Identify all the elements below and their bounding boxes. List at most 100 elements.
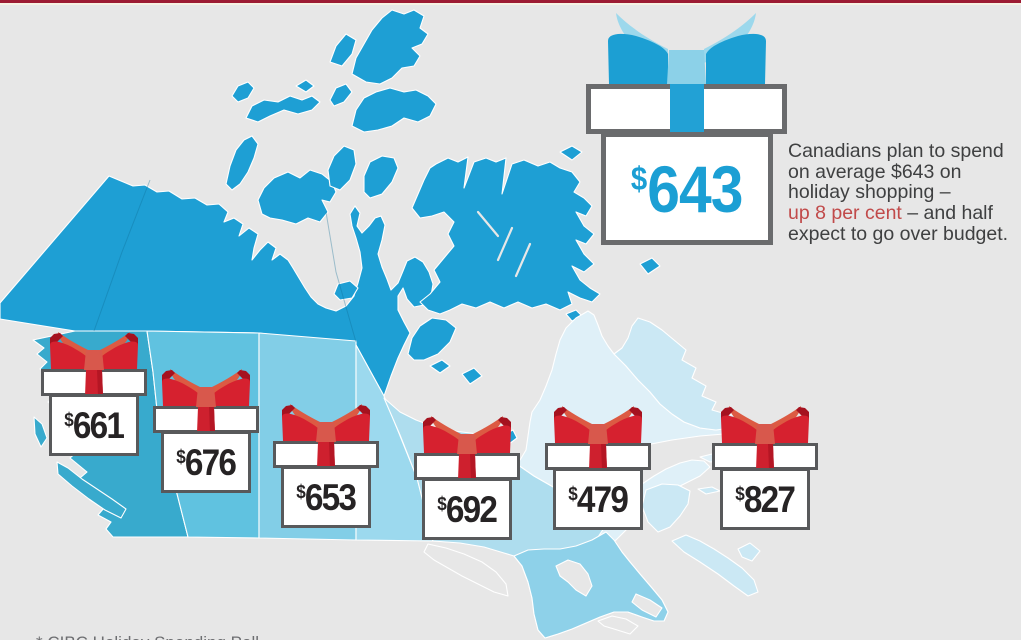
red-bow-icon bbox=[554, 406, 642, 470]
gift-value-panel: $653 bbox=[281, 466, 371, 528]
bow-wing-left bbox=[50, 341, 88, 369]
bow-wing-right bbox=[473, 425, 511, 453]
gift-value-panel: $661 bbox=[49, 394, 139, 456]
gift-box-ontario: $692 bbox=[414, 414, 520, 542]
bow-knot bbox=[755, 424, 775, 444]
bow-wing-left bbox=[282, 413, 320, 441]
map-island-coats bbox=[429, 359, 451, 374]
map-island-axel-heiberg bbox=[329, 33, 357, 67]
bow-knot bbox=[196, 387, 216, 407]
red-bow-icon bbox=[282, 404, 370, 468]
bow-knot bbox=[667, 50, 706, 84]
gift-value-panel: $827 bbox=[720, 468, 810, 530]
red-bow-icon bbox=[721, 406, 809, 470]
bow-wing-right bbox=[771, 415, 809, 443]
national-average-amount: $643 bbox=[631, 151, 744, 226]
map-island-melville bbox=[245, 95, 321, 123]
map-island-vancouver bbox=[56, 461, 127, 519]
bow-wing-left bbox=[162, 378, 200, 406]
map-island-somerset bbox=[363, 155, 399, 199]
region-amount: $676 bbox=[176, 441, 238, 483]
map-island-king-william bbox=[333, 280, 359, 301]
callout-line: Canadians plan to spend bbox=[788, 140, 1004, 162]
bow-knot bbox=[457, 434, 477, 454]
national-average-gift: $643 bbox=[586, 11, 787, 245]
gift-box-alberta: $676 bbox=[153, 367, 259, 495]
map-border-yt-nwt bbox=[93, 179, 151, 332]
gift-box-atlantic: $827 bbox=[712, 404, 818, 532]
fjord-line bbox=[476, 210, 500, 238]
fjord-line bbox=[514, 242, 532, 278]
top-accent-bar-edge bbox=[0, 3, 1021, 5]
map-lake-erie bbox=[597, 615, 639, 635]
map-island-banks bbox=[225, 135, 259, 191]
bow-ribbon-shade bbox=[209, 407, 215, 433]
bow-wing-left bbox=[423, 425, 461, 453]
fjord-line bbox=[496, 226, 514, 262]
map-territory-borders bbox=[93, 179, 357, 343]
gift-box-british-columbia: $661 bbox=[41, 330, 147, 458]
bow-wing-left bbox=[608, 33, 668, 84]
map-fjords bbox=[476, 210, 532, 278]
map-island-prince-patrick bbox=[231, 81, 255, 103]
bow-ribbon-shade bbox=[601, 444, 607, 470]
map-island-bylot bbox=[559, 145, 583, 161]
blue-bow-icon bbox=[608, 13, 766, 134]
bow-ribbon-shade bbox=[470, 454, 476, 480]
bow-wing-right bbox=[706, 33, 766, 84]
gift-value-panel: $643 bbox=[601, 132, 773, 245]
region-amount: $827 bbox=[735, 478, 797, 520]
map-island-resolution bbox=[639, 257, 661, 275]
map-arctic-islands bbox=[225, 9, 661, 445]
callout-line: expect to go over budget. bbox=[788, 222, 1009, 245]
region-amount: $653 bbox=[296, 476, 358, 518]
bow-knot bbox=[84, 350, 104, 370]
bow-ribbon-shade bbox=[97, 370, 103, 396]
bow-wing-left bbox=[721, 415, 759, 443]
callout-paragraph: Canadians plan to spend on average $643 … bbox=[788, 141, 1021, 245]
red-bow-icon bbox=[162, 369, 250, 433]
bow-wing-left bbox=[554, 415, 592, 443]
gift-box-quebec: $479 bbox=[545, 404, 651, 532]
map-island-bathurst bbox=[329, 83, 353, 107]
gift-box-prairies: $653 bbox=[273, 402, 379, 530]
bow-knot bbox=[588, 424, 608, 444]
bow-wing-right bbox=[100, 341, 138, 369]
source-note: * CIBC Holiday Spending Poll bbox=[36, 634, 259, 640]
region-amount: $692 bbox=[437, 488, 499, 530]
gift-value-panel: $676 bbox=[161, 431, 251, 493]
callout-highlight: up 8 per cent bbox=[788, 202, 902, 225]
bow-wing-right bbox=[604, 415, 642, 443]
red-bow-icon bbox=[50, 332, 138, 396]
map-island-mackenzie-king bbox=[295, 79, 315, 93]
region-amount: $479 bbox=[568, 478, 630, 520]
callout-line: on average $643 on bbox=[788, 160, 962, 183]
bow-ribbon-shade bbox=[768, 444, 774, 470]
map-region-nova-scotia bbox=[671, 534, 759, 597]
bow-ribbon-shade bbox=[329, 442, 335, 468]
map-island-southampton bbox=[407, 317, 457, 361]
gift-value-panel: $479 bbox=[553, 468, 643, 530]
gift-value-panel: $692 bbox=[422, 478, 512, 540]
red-bow-icon bbox=[423, 416, 511, 480]
map-lake-superior bbox=[423, 543, 509, 597]
map-island-prince-of-wales bbox=[327, 145, 357, 191]
map-island-cape-breton bbox=[737, 542, 761, 562]
bow-wing-right bbox=[332, 413, 370, 441]
bow-knot bbox=[316, 422, 336, 442]
callout-line: holiday shopping – bbox=[788, 181, 951, 204]
map-region-labrador bbox=[613, 317, 747, 431]
map-island-devon bbox=[351, 87, 437, 133]
map-island-haida-gwaii bbox=[33, 416, 48, 448]
map-great-lakes bbox=[423, 543, 663, 635]
map-region-new-brunswick bbox=[641, 483, 691, 533]
map-island-baffin bbox=[411, 156, 601, 315]
top-accent-bar bbox=[0, 0, 1021, 3]
map-lake-ontario bbox=[631, 593, 663, 618]
bow-wing-right bbox=[212, 378, 250, 406]
map-border-nwt-nu bbox=[325, 211, 357, 343]
map-island-ellesmere bbox=[351, 9, 429, 85]
bow-ribbon bbox=[670, 84, 704, 134]
